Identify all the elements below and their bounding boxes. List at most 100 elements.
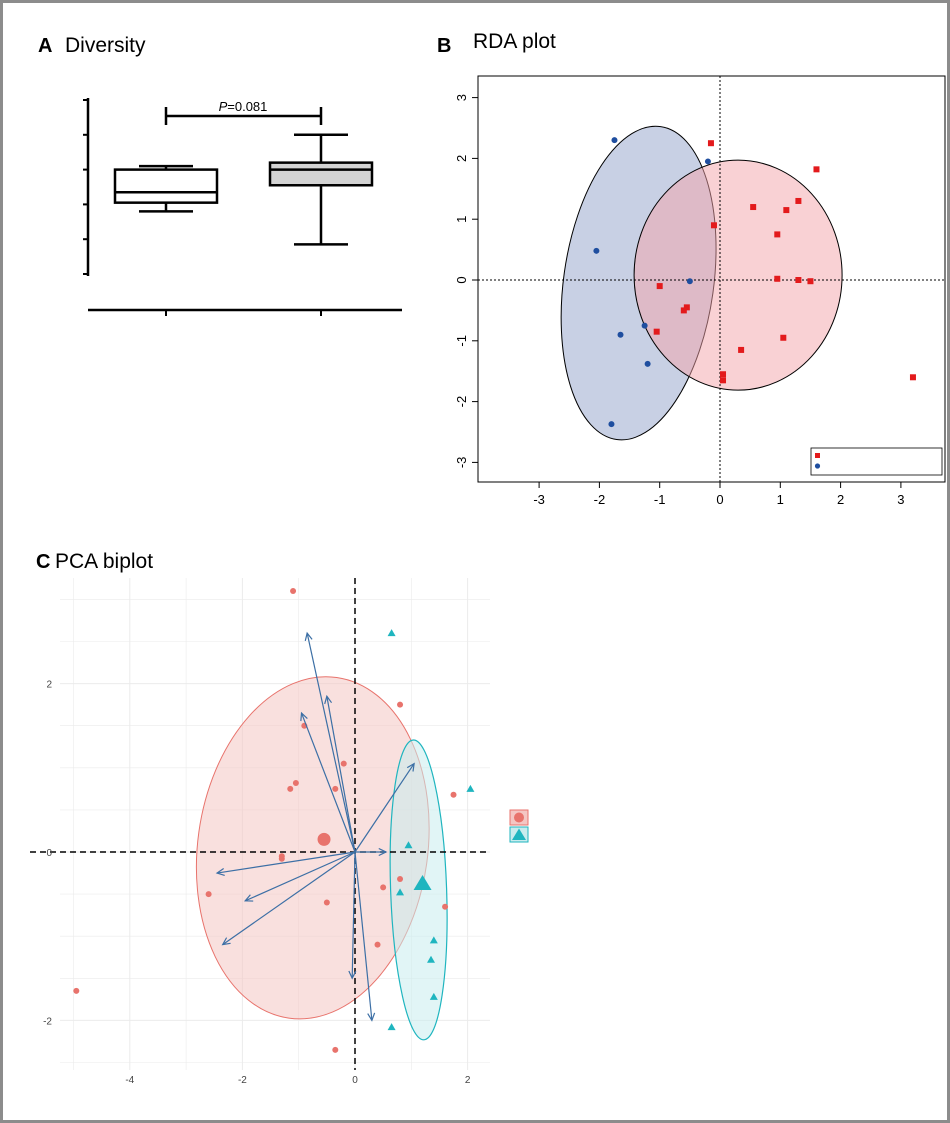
c-point-mets	[450, 791, 457, 798]
b-point-mets	[795, 197, 802, 204]
b-point-vegan	[704, 158, 711, 165]
c-point-mets	[332, 1046, 339, 1053]
c-arrow-line	[354, 763, 415, 853]
c-arrow-head	[215, 868, 225, 876]
c-point-mets	[287, 785, 294, 792]
b-point-mets	[656, 283, 663, 290]
c-y-tick-label: 0	[46, 848, 52, 859]
b-ellipse-mets	[633, 159, 843, 391]
c-arrow-line	[326, 696, 356, 853]
c-point-mets	[278, 855, 285, 862]
c-legend-circle-icon	[514, 812, 524, 823]
b-plot-frame	[477, 75, 946, 483]
c-arrow-line	[300, 712, 356, 853]
c-arrow-head	[406, 762, 415, 772]
b-y-tick-label: 1	[454, 216, 469, 223]
c-point-vegan	[387, 1023, 396, 1031]
b-x-tick-label: 0	[716, 492, 723, 507]
c-centroid-mets	[317, 832, 331, 846]
b-point-mets	[909, 374, 916, 381]
b-point-vegan	[641, 322, 648, 329]
b-point-mets	[813, 166, 820, 173]
c-arrow-line	[244, 851, 356, 902]
b-point-vegan	[608, 421, 615, 428]
b-y-tick-label: 3	[454, 94, 469, 101]
b-point-mets	[710, 222, 717, 229]
b-legend-box	[810, 447, 943, 476]
b-x-tick-label: -3	[533, 492, 545, 507]
b-point-mets	[750, 204, 757, 211]
c-point-mets	[292, 779, 299, 786]
panel-c-title: PCA biplot	[55, 550, 153, 573]
b-point-vegan	[617, 331, 624, 338]
c-y-tick-label: 2	[46, 680, 52, 691]
a-box-mets	[268, 161, 374, 187]
c-x-tick-label: -4	[125, 1075, 134, 1086]
c-arrow-head	[243, 894, 254, 902]
b-point-mets	[720, 377, 727, 384]
panel-b-rda-plot: B RDA plot -3 -2 -1 0 1 2 3 -3 -2 -1 0 1 2 3	[437, 30, 946, 507]
b-x-tick-label: 1	[777, 492, 784, 507]
a-p-value-symbol: P	[219, 99, 228, 114]
b-point-mets	[653, 328, 660, 335]
b-legend-circle-icon	[814, 463, 821, 469]
c-point-vegan	[466, 784, 475, 792]
c-arrow-head	[221, 937, 231, 946]
c-point-mets	[332, 785, 339, 792]
c-point-mets	[205, 891, 212, 898]
b-y-tick-label: 2	[454, 155, 469, 162]
c-point-mets	[397, 875, 404, 882]
c-arrow-line	[306, 632, 356, 853]
c-centroid-vegan	[413, 874, 432, 890]
b-point-mets	[680, 307, 687, 314]
panel-a-plot-area: P=0.081	[83, 98, 402, 316]
b-point-mets	[783, 207, 790, 214]
c-arrow-head	[348, 970, 357, 980]
c-point-mets	[340, 760, 347, 767]
c-arrow-head	[304, 631, 313, 642]
c-point-vegan	[427, 955, 436, 963]
b-point-mets	[774, 275, 781, 282]
b-point-mets	[780, 334, 787, 341]
c-point-mets	[290, 587, 297, 594]
c-x-tick-label: -2	[238, 1075, 247, 1086]
b-legend-square-icon	[815, 453, 820, 458]
b-point-vegan	[593, 247, 600, 254]
c-point-vegan	[404, 841, 413, 849]
b-point-vegan	[686, 278, 693, 285]
a-box-vegan	[113, 168, 219, 204]
c-point-mets	[397, 701, 404, 708]
b-point-mets	[774, 231, 781, 238]
c-arrow-head	[378, 847, 388, 857]
c-point-vegan	[396, 888, 405, 896]
panel-b-plot-area: -3 -2 -1 0 1 2 3 -3 -2 -1 0 1 2 3	[454, 75, 946, 507]
panel-a-letter: A	[38, 35, 52, 57]
c-point-mets	[323, 899, 330, 906]
c-arrow-line	[354, 851, 373, 1021]
c-point-vegan	[429, 936, 438, 944]
c-x-tick-label: 0	[352, 1075, 358, 1086]
b-x-tick-label: 3	[897, 492, 904, 507]
panel-a-box-plot: A Diversity P=0.081	[38, 34, 402, 316]
c-arrow-line	[351, 851, 356, 979]
b-point-mets	[738, 346, 745, 353]
panel-c-pca-biplot: C PCA biplot -4 -2 0 2 -2 0 2	[30, 550, 529, 1086]
a-p-value-number: =0.081	[227, 99, 267, 114]
c-legend-triangle-icon	[512, 828, 526, 840]
c-point-vegan	[387, 629, 396, 637]
a-p-value: P=0.081	[219, 99, 268, 114]
c-y-tick-label: -2	[43, 1016, 52, 1027]
b-point-mets	[795, 277, 802, 283]
b-x-tick-label: -2	[594, 492, 606, 507]
c-arrow-line	[222, 851, 356, 946]
b-point-mets	[683, 304, 690, 311]
c-point-mets	[442, 903, 449, 910]
b-x-tick-label: 2	[837, 492, 844, 507]
panel-b-title: RDA plot	[473, 30, 556, 53]
c-arrow-head	[300, 711, 308, 722]
c-point-mets	[73, 987, 80, 994]
c-point-vegan	[429, 992, 438, 1000]
b-point-mets	[707, 140, 714, 147]
c-x-tick-label: 2	[465, 1075, 471, 1086]
